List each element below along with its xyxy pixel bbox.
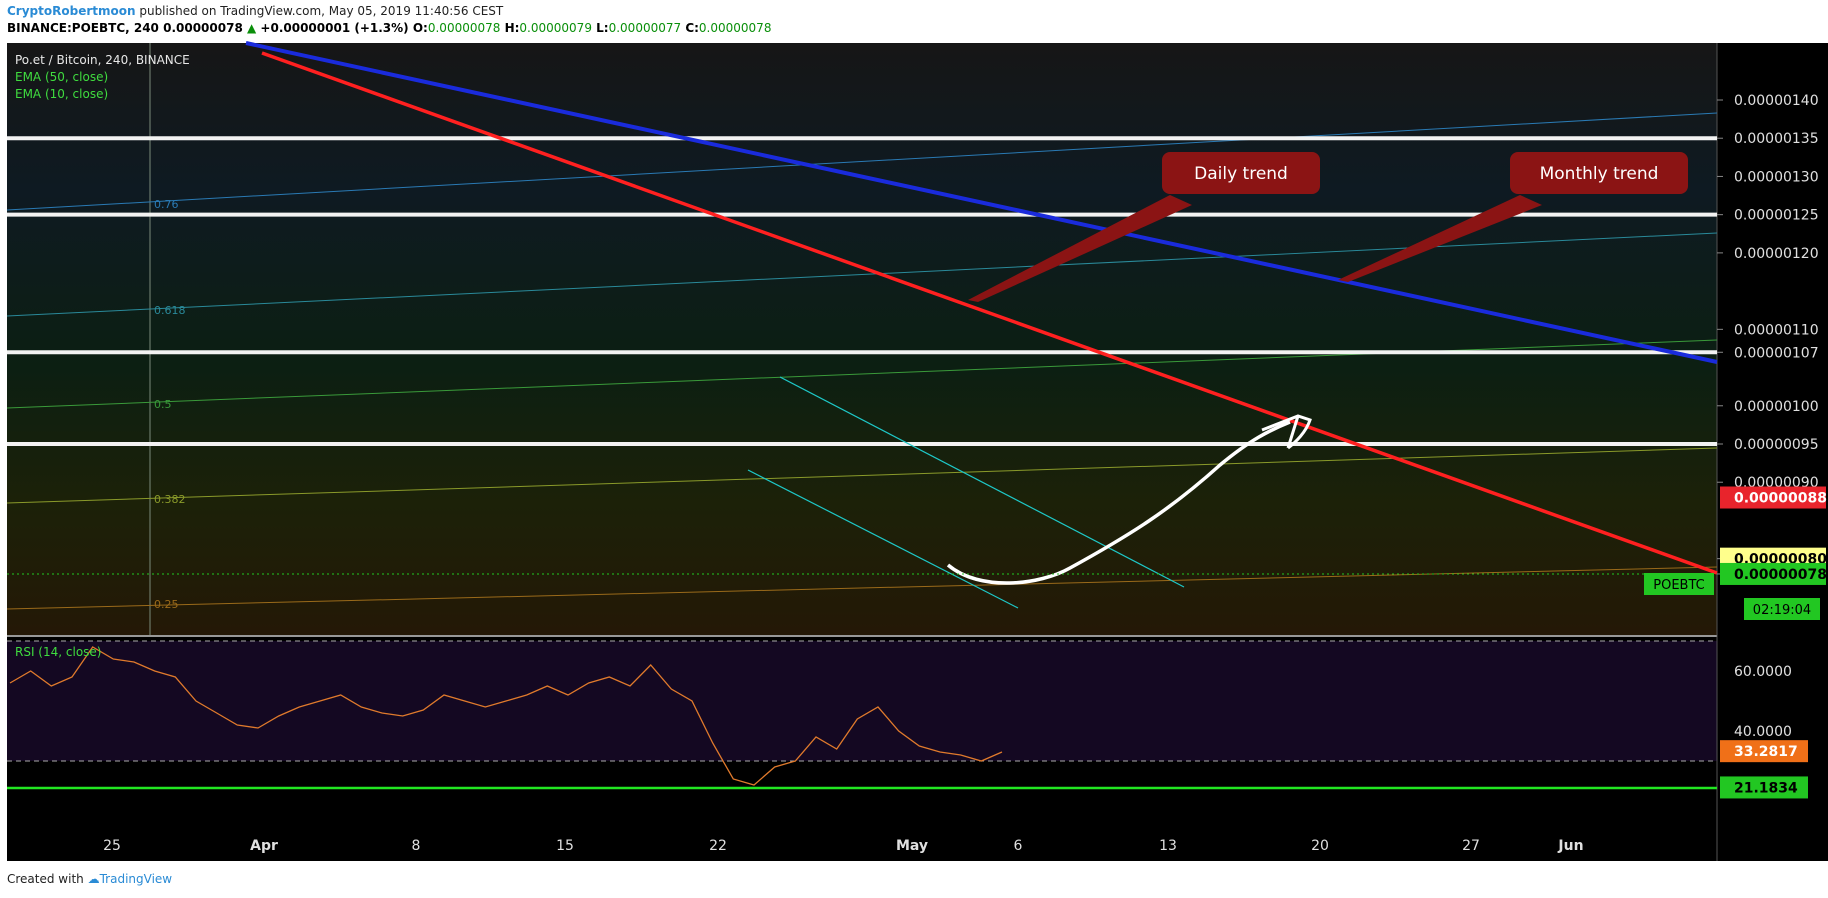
price-axis[interactable]: [1717, 43, 1828, 825]
price-tick-1: 0.00000135: [1734, 131, 1819, 147]
time-ticks: 25 Apr 8 15 22 May 6 13 20 27 Jun: [103, 838, 1583, 854]
footer: Created with ☁TradingView: [7, 872, 172, 886]
rsi-highlight-0: 33.2817: [1734, 744, 1798, 760]
price-highlight-box-0: [1720, 486, 1826, 509]
daily-trend-label: Daily trend: [1194, 164, 1288, 184]
time-tick-8: 13: [1159, 838, 1177, 854]
legend-title: Po.et / Bitcoin, 240, BINANCE: [15, 53, 190, 67]
open-label: O:: [412, 21, 428, 35]
low-value: 0.00000077: [608, 21, 682, 35]
price-highlight-box-2: [1720, 562, 1826, 585]
daily-trend-line[interactable]: [261, 51, 1718, 575]
time-tick-3: 15: [556, 838, 574, 854]
legend-ema50: EMA (50, close): [15, 70, 108, 84]
author-link[interactable]: CryptoRobertmoon: [7, 4, 136, 18]
monthly-trend-label-box[interactable]: [1510, 152, 1688, 194]
rsi-tick-1: 40.0000: [1734, 724, 1792, 740]
price-change: +0.00000001 (+1.3%): [260, 21, 409, 35]
last-price: 0.00000078: [163, 21, 243, 35]
rsi-line: [9, 646, 1003, 786]
fib-label-0: 0.76: [154, 198, 179, 211]
rsi-ticks: 60.0000 40.0000: [1734, 664, 1792, 740]
time-axis[interactable]: [7, 825, 1828, 861]
countdown-box: [1744, 598, 1820, 620]
close-label: C:: [685, 21, 699, 35]
price-tick-8: 0.00000095: [1734, 437, 1819, 453]
rsi-highlight-box-0: [1720, 740, 1808, 763]
symbol-tag: POEBTC: [1653, 578, 1704, 593]
high-label: H:: [504, 21, 520, 35]
price-tick-2: 0.00000130: [1734, 169, 1819, 185]
time-tick-7: 6: [1014, 838, 1023, 854]
fib-label-4: 0.25: [154, 598, 179, 611]
tradingview-icon[interactable]: ☁: [87, 872, 100, 886]
time-tick-4: 22: [709, 838, 727, 854]
price-pane[interactable]: [7, 43, 1717, 635]
fib-label-3: 0.382: [154, 493, 186, 506]
created-with: Created with: [7, 872, 84, 886]
ohlc-header: BINANCE:POEBTC, 240 0.00000078 ▲ +0.0000…: [7, 21, 771, 35]
rsi-band: [7, 641, 1717, 761]
publish-info: published on TradingView.com, May 05, 20…: [135, 4, 504, 18]
open-value: 0.00000078: [427, 21, 501, 35]
time-tick-0: 25: [103, 838, 121, 854]
rsi-tick-0: 60.0000: [1734, 664, 1792, 680]
price-tick-4: 0.00000120: [1734, 246, 1819, 262]
daily-trend-label-box[interactable]: [1162, 152, 1320, 194]
tradingview-link[interactable]: TradingView: [99, 872, 173, 886]
publish-header: CryptoRobertmoon published on TradingVie…: [7, 4, 503, 18]
price-highlight-0: 0.00000088: [1734, 491, 1827, 507]
fib-label-1: 0.618: [154, 304, 186, 317]
price-highlight-2: 0.00000078: [1734, 567, 1827, 583]
legend-rsi: RSI (14, close): [15, 645, 101, 659]
price-tick-7: 0.00000100: [1734, 399, 1819, 415]
forecast-arrow-head: [1261, 414, 1312, 450]
descending-channel: [747, 376, 1185, 609]
monthly-trend-pointer: [1338, 195, 1542, 282]
time-tick-6: May: [896, 838, 928, 854]
symbol-tag-box: [1644, 573, 1714, 595]
symbol-label: BINANCE:POEBTC, 240: [7, 21, 159, 35]
rsi-highlights: 33.2817 21.1834: [1720, 740, 1808, 799]
forecast-arrow: [946, 420, 1291, 585]
monthly-trend-label: Monthly trend: [1540, 164, 1659, 184]
high-value: 0.00000079: [519, 21, 592, 35]
time-tick-10: 27: [1462, 838, 1480, 854]
price-tick-0: 0.00000140: [1734, 93, 1819, 109]
daily-trend-pointer: [968, 195, 1192, 302]
price-tick-3: 0.00000125: [1734, 208, 1819, 224]
price-tick-6: 0.00000107: [1734, 345, 1819, 361]
rsi-highlight-box-1: [1720, 776, 1808, 799]
horizontal-levels: [7, 136, 1717, 446]
low-label: L:: [596, 21, 609, 35]
countdown: 02:19:04: [1753, 603, 1811, 618]
fib-labels: 0.76 0.618 0.5 0.382 0.25: [154, 198, 186, 611]
time-tick-11: Jun: [1557, 838, 1583, 854]
up-arrow-icon: ▲: [247, 21, 257, 35]
close-value: 0.00000078: [698, 21, 772, 35]
fib-label-2: 0.5: [154, 398, 172, 411]
time-tick-1: Apr: [250, 838, 278, 854]
rsi-highlight-1: 21.1834: [1734, 780, 1798, 796]
monthly-trend-line[interactable]: [245, 41, 1718, 364]
legend-ema10: EMA (10, close): [15, 87, 108, 101]
time-tick-9: 20: [1311, 838, 1329, 854]
time-tick-2: 8: [412, 838, 421, 854]
price-tick-5: 0.00000110: [1734, 322, 1819, 338]
